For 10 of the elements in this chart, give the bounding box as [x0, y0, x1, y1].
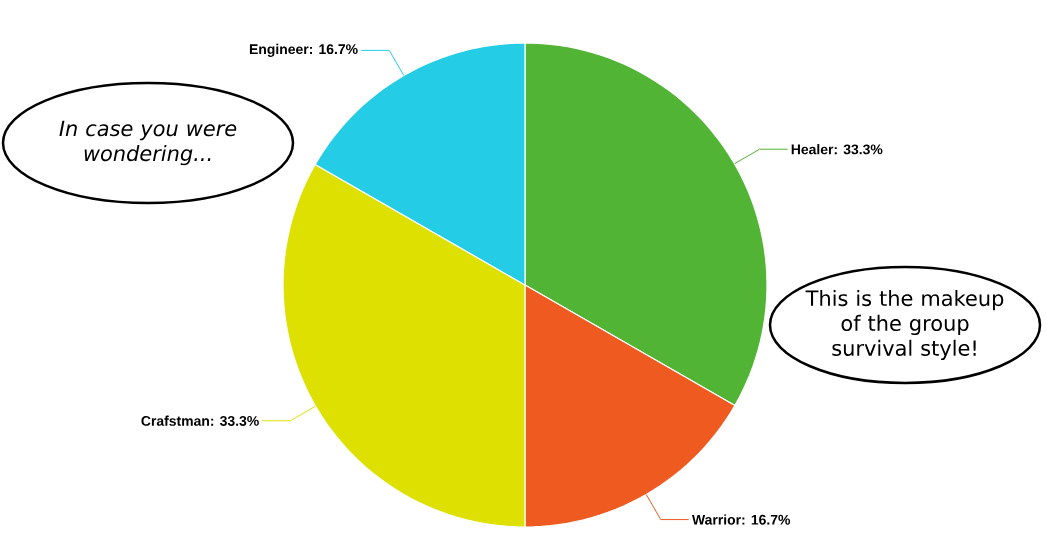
- data-label: : 16.7%: [310, 44, 358, 55]
- text: In case you were wondering...: [59, 120, 237, 166]
- text: This is the makeup of the group survival style!: [805, 289, 1004, 361]
- data-label: : 33.3%: [834, 144, 883, 155]
- data-label: : 16.7%: [742, 514, 791, 525]
- slice-label: Healer: [791, 144, 834, 155]
- slice-label: Crafstman: [141, 415, 209, 426]
- slice-label: Warrior: [691, 514, 741, 525]
- slice-label: Engineer: [249, 43, 309, 57]
- data-label: : 33.3%: [211, 415, 259, 426]
